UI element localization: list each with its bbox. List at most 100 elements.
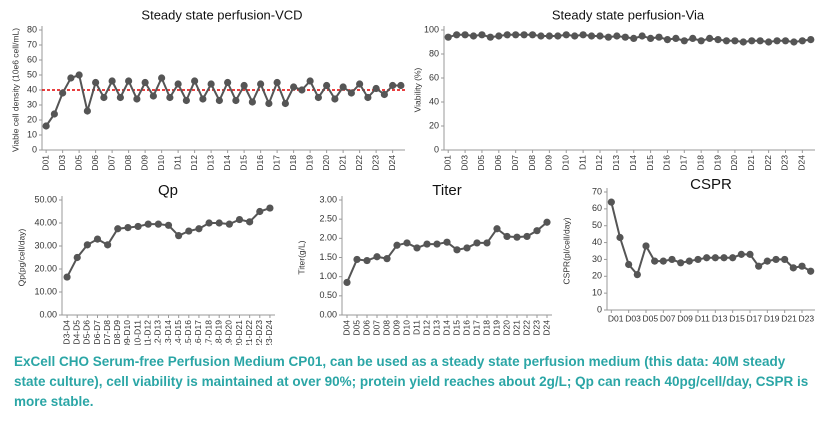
data-point (380, 90, 388, 99)
data-point (773, 37, 781, 45)
data-point (164, 221, 173, 229)
data-point (711, 254, 719, 262)
data-point (314, 93, 322, 102)
data-point (756, 37, 764, 45)
data-point (108, 77, 116, 85)
data-point (306, 77, 314, 85)
y-tick-label: 0 (434, 144, 439, 154)
x-tick-label: D23 (531, 320, 541, 336)
x-tick-label: D22 (521, 320, 531, 336)
data-point (720, 254, 728, 262)
x-tick-label: D09 (391, 320, 401, 336)
y-tick-label: 10.00 (34, 286, 57, 296)
data-point (232, 96, 240, 105)
data-point (579, 31, 587, 39)
data-point (224, 78, 232, 87)
data-point (587, 32, 596, 40)
data-point (100, 93, 108, 102)
data-point (722, 37, 731, 45)
x-tick-label: D10 (156, 155, 166, 171)
x-tick-label: D24 (387, 155, 397, 171)
x-tick-label: D18 (288, 155, 298, 171)
y-tick-label: 1.00 (319, 271, 337, 281)
x-tick-label: D14 (222, 155, 232, 171)
y-tick-label: 80 (27, 24, 37, 34)
data-point (215, 219, 223, 227)
data-point (290, 83, 298, 91)
data-point (373, 253, 381, 261)
x-tick-label: D05 (351, 320, 361, 336)
x-tick-label: D21 (511, 320, 521, 336)
x-tick-label: D21 (337, 155, 347, 171)
x-tick-label: D03 (57, 155, 67, 171)
data-point (114, 225, 122, 233)
data-point (697, 37, 705, 45)
y-tick-label: 30 (27, 99, 37, 109)
data-point (763, 257, 771, 265)
data-point (339, 83, 347, 91)
data-point (433, 240, 441, 248)
x-tick-label: D23-D24 (264, 320, 274, 345)
data-point (503, 31, 511, 39)
y-axis-label: Qp(pg/cell/day) (16, 229, 26, 287)
x-tick-label: D09 (139, 155, 149, 171)
x-tick-label: D13-D14 (163, 320, 173, 345)
x-tick-label: D23 (780, 155, 790, 171)
data-point (83, 107, 91, 115)
data-point (93, 235, 102, 243)
x-tick-label: D20-D21 (234, 320, 244, 345)
data-point (423, 240, 431, 248)
y-tick-label: 3.00 (319, 194, 337, 204)
data-point (461, 31, 469, 39)
data-point (175, 232, 183, 240)
x-tick-label: D08 (381, 320, 391, 336)
y-tick-label: 40 (592, 237, 602, 247)
x-tick-label: D10 (561, 155, 571, 171)
x-tick-label: D18 (481, 320, 491, 336)
x-tick-label: D05 (476, 155, 486, 171)
y-tick-label: 20.00 (34, 263, 57, 273)
data-point (67, 74, 75, 82)
chart-title: CSPR (690, 176, 732, 193)
data-point (73, 253, 81, 262)
data-point (444, 33, 452, 41)
data-point (343, 278, 351, 287)
x-tick-label: D5-D6 (82, 320, 92, 345)
y-tick-label: 20 (592, 271, 602, 281)
x-tick-label: D19 (304, 155, 314, 171)
data-point (453, 246, 461, 254)
y-tick-label: 0 (597, 304, 602, 314)
x-tick-label: D6-D7 (92, 320, 102, 345)
y-tick-label: 60 (592, 203, 602, 213)
chart-title: Qp (158, 182, 178, 199)
y-axis-label: Viable cell density (10e6 cell/mL) (10, 28, 20, 152)
data-point (765, 38, 773, 46)
data-point (642, 242, 650, 250)
x-tick-label: D11 (172, 155, 182, 170)
x-tick-label: D4-D5 (71, 320, 81, 345)
x-tick-label: D22 (763, 155, 773, 171)
x-tick-label: D06 (493, 155, 503, 171)
data-point (545, 32, 553, 40)
data-point (513, 233, 521, 241)
x-tick-label: D12-D13 (153, 320, 163, 345)
data-point (154, 220, 162, 228)
data-point (571, 32, 579, 40)
data-point (537, 32, 545, 40)
y-tick-label: 2.50 (319, 214, 337, 224)
x-tick-label: D13 (611, 155, 621, 171)
y-tick-label: 0.00 (39, 309, 57, 319)
data-point (256, 207, 264, 216)
data-point (116, 93, 124, 102)
data-point (83, 241, 91, 249)
y-tick-label: 80 (429, 48, 439, 58)
x-tick-label: D17 (471, 320, 481, 336)
data-point (473, 239, 481, 247)
y-tick-label: 70 (592, 186, 602, 196)
series-line (447, 33, 811, 44)
x-tick-label: D04 (341, 320, 351, 336)
x-tick-label: D3-D4 (61, 320, 71, 345)
y-tick-label: 70 (27, 39, 37, 49)
data-point (389, 81, 397, 90)
data-point (680, 37, 688, 45)
